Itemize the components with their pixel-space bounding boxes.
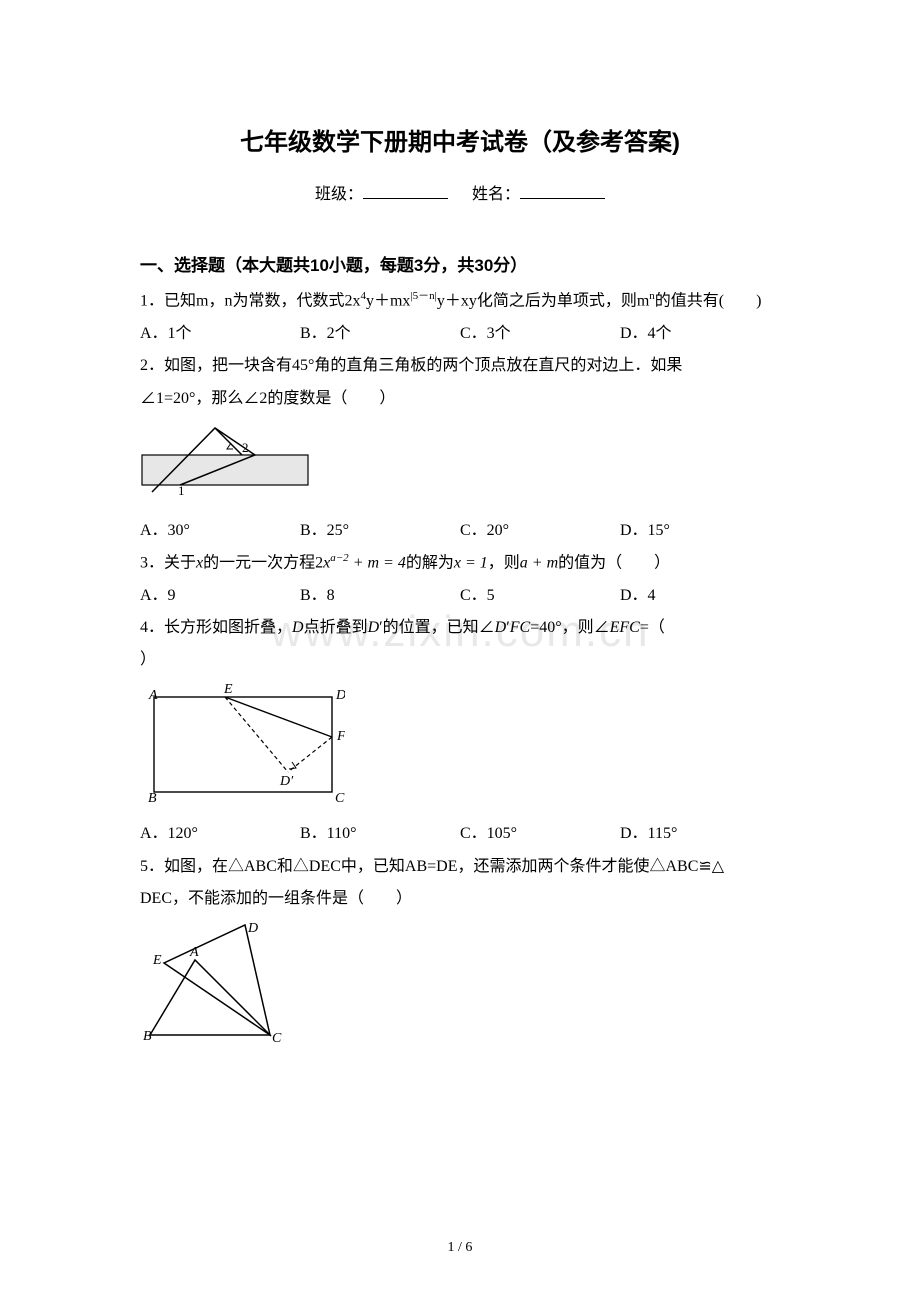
q4-opt-a: A．120°	[140, 819, 300, 849]
svg-text:2: 2	[242, 440, 249, 455]
q3-opt-b: B．8	[300, 581, 460, 611]
q1-opt-a: A．1个	[140, 319, 300, 349]
header-line: 班级： 姓名：	[140, 180, 780, 210]
q1-opt-d: D．4个	[620, 319, 780, 349]
q4-d2: D	[368, 619, 380, 636]
class-label: 班级：	[315, 186, 363, 203]
q5-line2: DEC，不能添加的一组条件是（ ）	[140, 884, 780, 914]
q4-figure: A E D F D′ B C	[140, 682, 780, 815]
svg-text:C: C	[335, 791, 345, 804]
svg-text:E: E	[223, 682, 233, 697]
q4-svg: A E D F D′ B C	[140, 682, 345, 804]
q2-opt-b: B．25°	[300, 516, 460, 546]
q3-opt-d: D．4	[620, 581, 780, 611]
q1-text4: 的值共有( )	[655, 293, 762, 310]
q3-plusm: + m = 4	[349, 554, 406, 571]
name-label: 姓名：	[472, 186, 520, 203]
q4-d1: D	[292, 619, 304, 636]
q2-opt-d: D．15°	[620, 516, 780, 546]
q3-opt-a: A．9	[140, 581, 300, 611]
page: www.zixin.com.cn 七年级数学下册期中考试卷（及参考答案) 班级：…	[0, 0, 920, 1302]
q3-suffix: 的值为（ ）	[558, 554, 670, 571]
q1-sup2: |5－n|	[410, 290, 436, 302]
q1: 1．已知m，n为常数，代数式2x4y＋mx|5－n|y＋xy化简之后为单项式，则…	[140, 286, 780, 317]
svg-text:A: A	[189, 945, 199, 960]
q4-fc: FC	[510, 619, 530, 636]
q3-sum: a + m	[520, 554, 558, 571]
q1-text: 1．已知m，n为常数，代数式2x	[140, 293, 360, 310]
q4-mid2: 的位置，已知∠	[383, 619, 495, 636]
svg-text:A: A	[148, 688, 158, 703]
q4-suffix: =（	[640, 619, 681, 636]
q2-opt-c: C．20°	[460, 516, 620, 546]
q2-line2: ∠1=20°，那么∠2的度数是（ ）	[140, 384, 780, 414]
q4-efc: EFC	[610, 619, 640, 636]
q3-mid2: 的解为	[406, 554, 454, 571]
q4-mid3: =40°，则∠	[530, 619, 609, 636]
q3-two: 2	[315, 554, 323, 571]
svg-text:E: E	[152, 953, 162, 968]
q3: 3．关于x的一元一次方程2xa−2 + m = 4的解为x = 1，则a + m…	[140, 548, 780, 579]
q1-text2: y＋mx	[366, 293, 410, 310]
q1-opt-c: C．3个	[460, 319, 620, 349]
q4-mid1: 点折叠到	[304, 619, 368, 636]
q2-svg: 2 1	[140, 420, 310, 500]
q4-opt-b: B．110°	[300, 819, 460, 849]
svg-text:1: 1	[178, 483, 185, 498]
class-blank	[363, 182, 448, 199]
q3-mid3: ，则	[488, 554, 520, 571]
q4-options: A．120° B．110° C．105° D．115°	[140, 819, 780, 849]
page-footer: 1 / 6	[0, 1235, 920, 1262]
q4-line2: ）	[140, 645, 780, 675]
q2-figure: 2 1	[140, 420, 780, 511]
q4-d3: D	[495, 619, 507, 636]
q4-opt-d: D．115°	[620, 819, 780, 849]
q3-exp: a−2	[330, 552, 348, 564]
q3-opt-c: C．5	[460, 581, 620, 611]
q3-sol: x = 1	[454, 554, 488, 571]
q4-prefix: 4．长方形如图折叠，	[140, 619, 292, 636]
svg-text:D: D	[247, 921, 258, 936]
svg-text:C: C	[272, 1031, 282, 1045]
q3-prefix: 3．关于	[140, 554, 196, 571]
svg-text:B: B	[143, 1029, 152, 1044]
q1-opt-b: B．2个	[300, 319, 460, 349]
q3-mid1: 的一元一次方程	[203, 554, 315, 571]
doc-title: 七年级数学下册期中考试卷（及参考答案)	[140, 120, 780, 166]
q4-opt-c: C．105°	[460, 819, 620, 849]
q2-line1: 2．如图，把一块含有45°角的直角三角板的两个顶点放在直尺的对边上．如果	[140, 351, 780, 381]
q2-opt-a: A．30°	[140, 516, 300, 546]
q5-figure: B C A E D	[140, 920, 780, 1056]
q3-options: A．9 B．8 C．5 D．4	[140, 581, 780, 611]
svg-text:D′: D′	[279, 774, 294, 789]
q5-line1: 5．如图，在△ABC和△DEC中，已知AB=DE，还需添加两个条件才能使△ABC…	[140, 852, 780, 882]
svg-text:B: B	[148, 791, 157, 804]
q1-options: A．1个 B．2个 C．3个 D．4个	[140, 319, 780, 349]
section1-heading: 一、选择题（本大题共10小题，每题3分，共30分）	[140, 250, 780, 282]
svg-text:D: D	[335, 688, 345, 703]
svg-text:F: F	[336, 729, 345, 744]
q2-options: A．30° B．25° C．20° D．15°	[140, 516, 780, 546]
q4: 4．长方形如图折叠，D点折叠到D′的位置，已知∠D′FC=40°，则∠EFC=（	[140, 613, 780, 643]
q1-text3: y＋xy化简之后为单项式，则m	[437, 293, 649, 310]
q5-svg: B C A E D	[140, 920, 290, 1045]
name-blank	[520, 182, 605, 199]
